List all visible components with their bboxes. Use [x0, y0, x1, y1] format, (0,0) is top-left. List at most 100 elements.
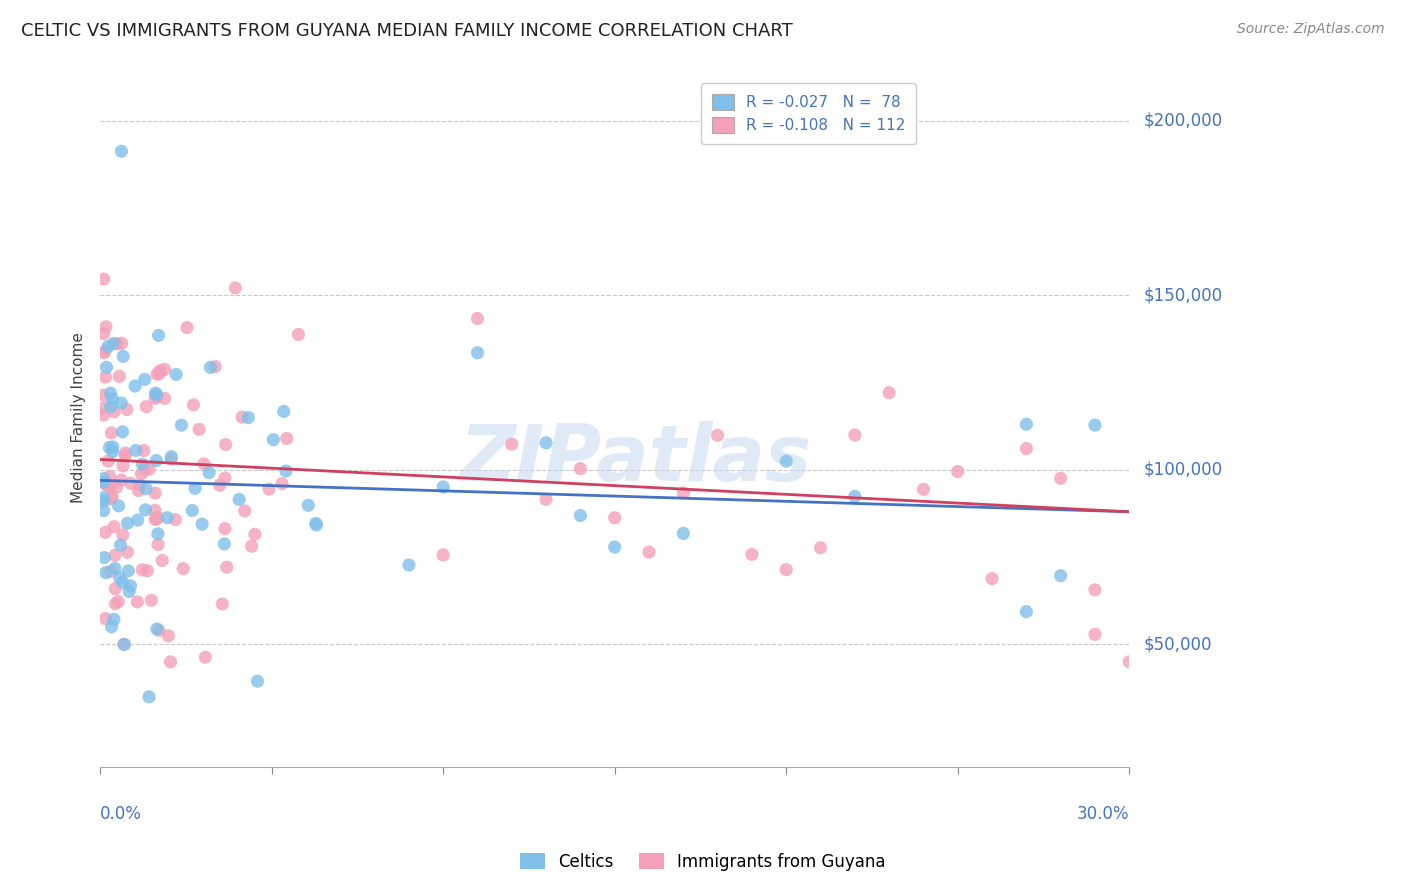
- Point: [1049, 471, 1071, 485]
- Point: [172, 562, 194, 576]
- Point: [93, 388, 115, 402]
- Point: [877, 385, 900, 400]
- Point: [117, 564, 139, 578]
- Point: [110, 396, 132, 410]
- Point: [191, 517, 214, 532]
- Point: [224, 281, 246, 295]
- Point: [1118, 655, 1140, 669]
- Point: [775, 454, 797, 468]
- Point: [193, 457, 215, 471]
- Point: [1084, 418, 1107, 433]
- Point: [165, 368, 187, 382]
- Point: [93, 475, 115, 490]
- Point: [467, 346, 489, 360]
- Point: [108, 571, 131, 585]
- Point: [120, 476, 142, 491]
- Point: [569, 508, 592, 523]
- Point: [107, 499, 129, 513]
- Point: [94, 319, 117, 334]
- Text: Source: ZipAtlas.com: Source: ZipAtlas.com: [1237, 22, 1385, 37]
- Point: [603, 510, 626, 524]
- Point: [111, 336, 134, 351]
- Point: [672, 486, 695, 500]
- Point: [111, 528, 134, 542]
- Point: [127, 513, 149, 527]
- Point: [150, 553, 173, 567]
- Point: [200, 360, 222, 375]
- Point: [243, 527, 266, 541]
- Text: 30.0%: 30.0%: [1077, 805, 1129, 823]
- Point: [214, 522, 236, 536]
- Point: [603, 540, 626, 554]
- Point: [246, 674, 269, 689]
- Point: [148, 624, 170, 638]
- Point: [305, 517, 328, 532]
- Point: [131, 467, 153, 481]
- Point: [94, 611, 117, 625]
- Point: [145, 386, 167, 401]
- Point: [110, 145, 132, 159]
- Point: [238, 410, 260, 425]
- Text: 0.0%: 0.0%: [100, 805, 142, 823]
- Point: [105, 337, 128, 351]
- Point: [94, 370, 117, 384]
- Point: [228, 492, 250, 507]
- Point: [100, 565, 122, 579]
- Point: [215, 560, 238, 574]
- Point: [534, 435, 557, 450]
- Point: [93, 401, 115, 416]
- Point: [114, 446, 136, 460]
- Point: [146, 368, 169, 382]
- Point: [159, 655, 181, 669]
- Point: [215, 437, 238, 451]
- Point: [432, 480, 454, 494]
- Point: [231, 410, 253, 425]
- Point: [103, 612, 125, 626]
- Legend: Celtics, Immigrants from Guyana: Celtics, Immigrants from Guyana: [512, 845, 894, 880]
- Point: [111, 425, 134, 439]
- Point: [101, 444, 124, 458]
- Point: [104, 597, 127, 611]
- Point: [156, 510, 179, 524]
- Point: [93, 491, 115, 505]
- Point: [103, 519, 125, 533]
- Point: [100, 425, 122, 440]
- Point: [170, 418, 193, 433]
- Point: [114, 449, 136, 463]
- Point: [112, 637, 135, 651]
- Point: [844, 428, 866, 442]
- Point: [143, 503, 166, 517]
- Point: [98, 469, 121, 483]
- Point: [912, 483, 935, 497]
- Point: [101, 440, 124, 454]
- Point: [146, 526, 169, 541]
- Point: [110, 538, 132, 552]
- Point: [93, 408, 115, 422]
- Point: [1015, 605, 1038, 619]
- Point: [98, 479, 121, 493]
- Point: [111, 575, 134, 590]
- Point: [94, 525, 117, 540]
- Point: [240, 539, 263, 553]
- Point: [214, 537, 236, 551]
- Point: [94, 566, 117, 580]
- Point: [117, 545, 139, 559]
- Point: [110, 473, 132, 487]
- Point: [1084, 582, 1107, 597]
- Point: [149, 364, 172, 378]
- Point: [125, 443, 148, 458]
- Point: [276, 432, 298, 446]
- Point: [305, 516, 328, 531]
- Point: [273, 404, 295, 418]
- Point: [101, 392, 124, 406]
- Point: [981, 572, 1004, 586]
- Point: [97, 454, 120, 468]
- Point: [1084, 627, 1107, 641]
- Point: [127, 595, 149, 609]
- Point: [638, 545, 661, 559]
- Point: [432, 548, 454, 562]
- Point: [188, 422, 211, 436]
- Point: [141, 593, 163, 607]
- Point: [112, 637, 135, 651]
- Point: [1049, 568, 1071, 582]
